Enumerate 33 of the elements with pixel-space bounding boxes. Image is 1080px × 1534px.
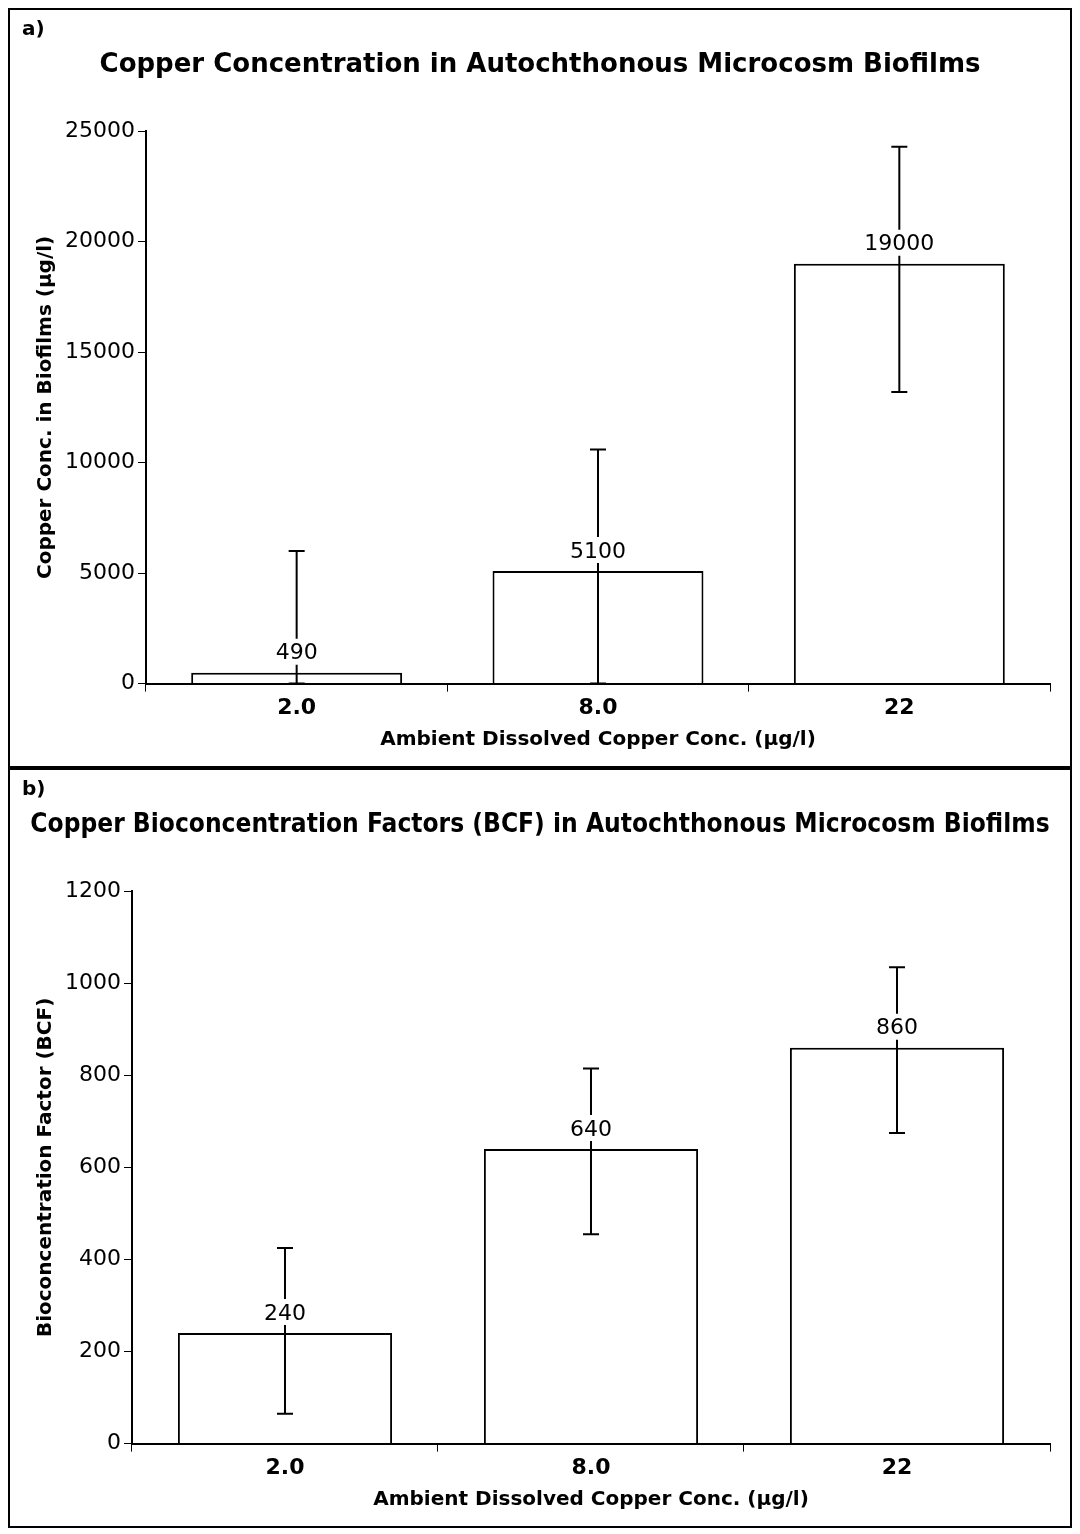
y-axis-title: Copper Conc. in Biofilms (µg/l) <box>32 235 57 580</box>
x-tick-label: 2.0 <box>277 693 317 719</box>
chart-title: Copper Concentration in Autochthonous Microcosm Biofilms <box>99 48 981 79</box>
y-tick-label: 20000 <box>64 227 135 253</box>
x-tick-label: 22 <box>884 693 915 719</box>
data-label: 490 <box>275 639 318 665</box>
y-tick-label: 10000 <box>64 448 135 474</box>
x-axis-title: Ambient Dissolved Copper Conc. (µg/l) <box>373 1486 809 1511</box>
text: a) <box>22 16 45 41</box>
data-label: 640 <box>569 1115 612 1141</box>
data-label: 240 <box>263 1299 306 1325</box>
x-tick-label: 2.0 <box>265 1453 305 1479</box>
x-tick-label: 22 <box>881 1453 913 1479</box>
x-tick-label: 8.0 <box>578 693 618 719</box>
data-label: 5100 <box>569 537 626 563</box>
chart-title: Copper Bioconcentration Factors (BCF) in Autochthonous Microcosm Biofilms <box>30 808 1050 839</box>
y-tick-label: 5000 <box>78 558 135 584</box>
text: b) <box>22 776 46 801</box>
y-tick-label: 0 <box>120 669 135 695</box>
data-label: 860 <box>876 1014 918 1040</box>
y-tick-label: 25000 <box>64 116 135 142</box>
y-tick-label: 400 <box>78 1245 121 1271</box>
y-tick-label: 0 <box>106 1429 121 1455</box>
data-label: 19000 <box>864 230 935 256</box>
x-axis-title: Ambient Dissolved Copper Conc. (µg/l) <box>380 726 816 751</box>
y-tick-label: 1200 <box>64 876 121 902</box>
y-tick-label: 200 <box>78 1337 121 1363</box>
y-tick-label: 600 <box>78 1153 121 1179</box>
y-tick-label: 1000 <box>64 968 121 994</box>
y-tick-label: 15000 <box>64 337 135 363</box>
x-tick-label: 8.0 <box>571 1453 611 1479</box>
y-axis-title: Bioconcentration Factor (BCF) <box>32 997 57 1338</box>
y-tick-label: 800 <box>78 1061 121 1087</box>
